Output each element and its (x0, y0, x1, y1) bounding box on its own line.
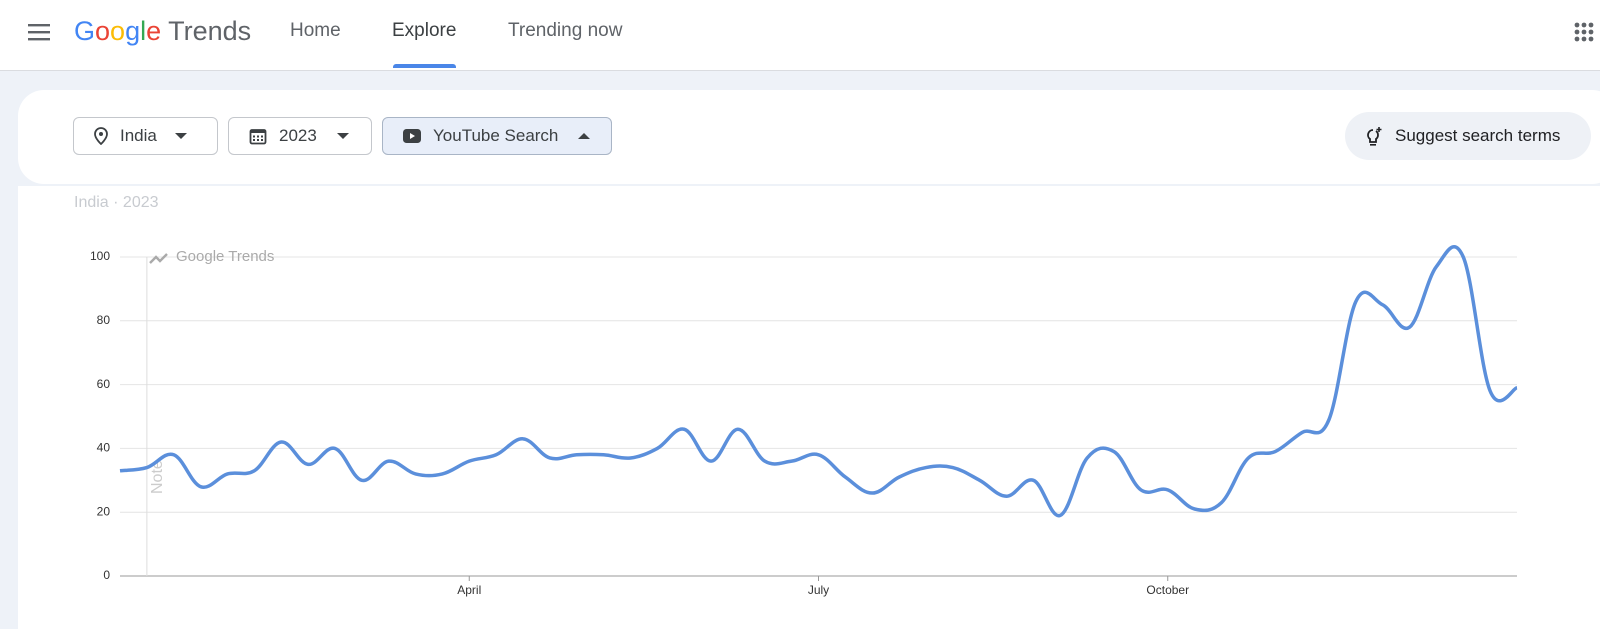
youtube-icon (403, 129, 421, 143)
trend-line (119, 245, 1518, 518)
nav-item[interactable]: Explore (392, 20, 457, 68)
period-text: 2023 (279, 126, 317, 145)
location-filter[interactable]: India (73, 117, 218, 155)
y-tick-label: 60 (97, 377, 111, 391)
y-tick-label: 100 (90, 249, 110, 263)
pin-icon (94, 127, 108, 145)
property-filter[interactable]: YouTube Search (382, 117, 612, 155)
nav-item[interactable]: Home (290, 20, 341, 41)
y-tick-label: 20 (97, 504, 111, 518)
bulb-icon (1367, 127, 1382, 146)
logo[interactable]: Google Trends (74, 16, 251, 47)
caret (578, 133, 591, 139)
x-tick-label: July (808, 583, 829, 597)
location-text: India (120, 126, 157, 145)
active-indicator (393, 64, 457, 68)
x-tick-label: April (457, 583, 481, 597)
x-tick-label: October (1146, 583, 1189, 597)
apps-icon[interactable] (1574, 22, 1596, 44)
suggest-button[interactable]: Suggest search terms (1345, 112, 1591, 160)
y-tick-label: 40 (97, 441, 111, 455)
caret (336, 133, 349, 139)
calendar-icon (249, 129, 267, 145)
annotation-label: Note (149, 460, 166, 494)
y-tick-label: 80 (97, 313, 111, 327)
logo-google: Google (74, 16, 162, 46)
property-text: YouTube Search (433, 126, 559, 145)
nav-item[interactable]: Trending now (508, 20, 623, 41)
top-bar: Google Trends Home Explore Trending now (0, 0, 1600, 71)
suggest-text: Suggest search terms (1395, 126, 1561, 145)
period-filter[interactable]: 2023 (228, 117, 372, 155)
logo-product: Trends (168, 16, 252, 46)
chart-subtitle: India · 2023 (74, 194, 159, 211)
caret (174, 133, 187, 139)
watermark: Google Trends (176, 248, 274, 265)
chart: 0 20 40 60 80 100 April July October Note Google T… (90, 245, 1518, 597)
menu-icon[interactable] (28, 22, 52, 42)
watermark-icon (149, 253, 168, 264)
chart-panel (18, 186, 1600, 629)
y-tick-label: 0 (103, 568, 110, 582)
